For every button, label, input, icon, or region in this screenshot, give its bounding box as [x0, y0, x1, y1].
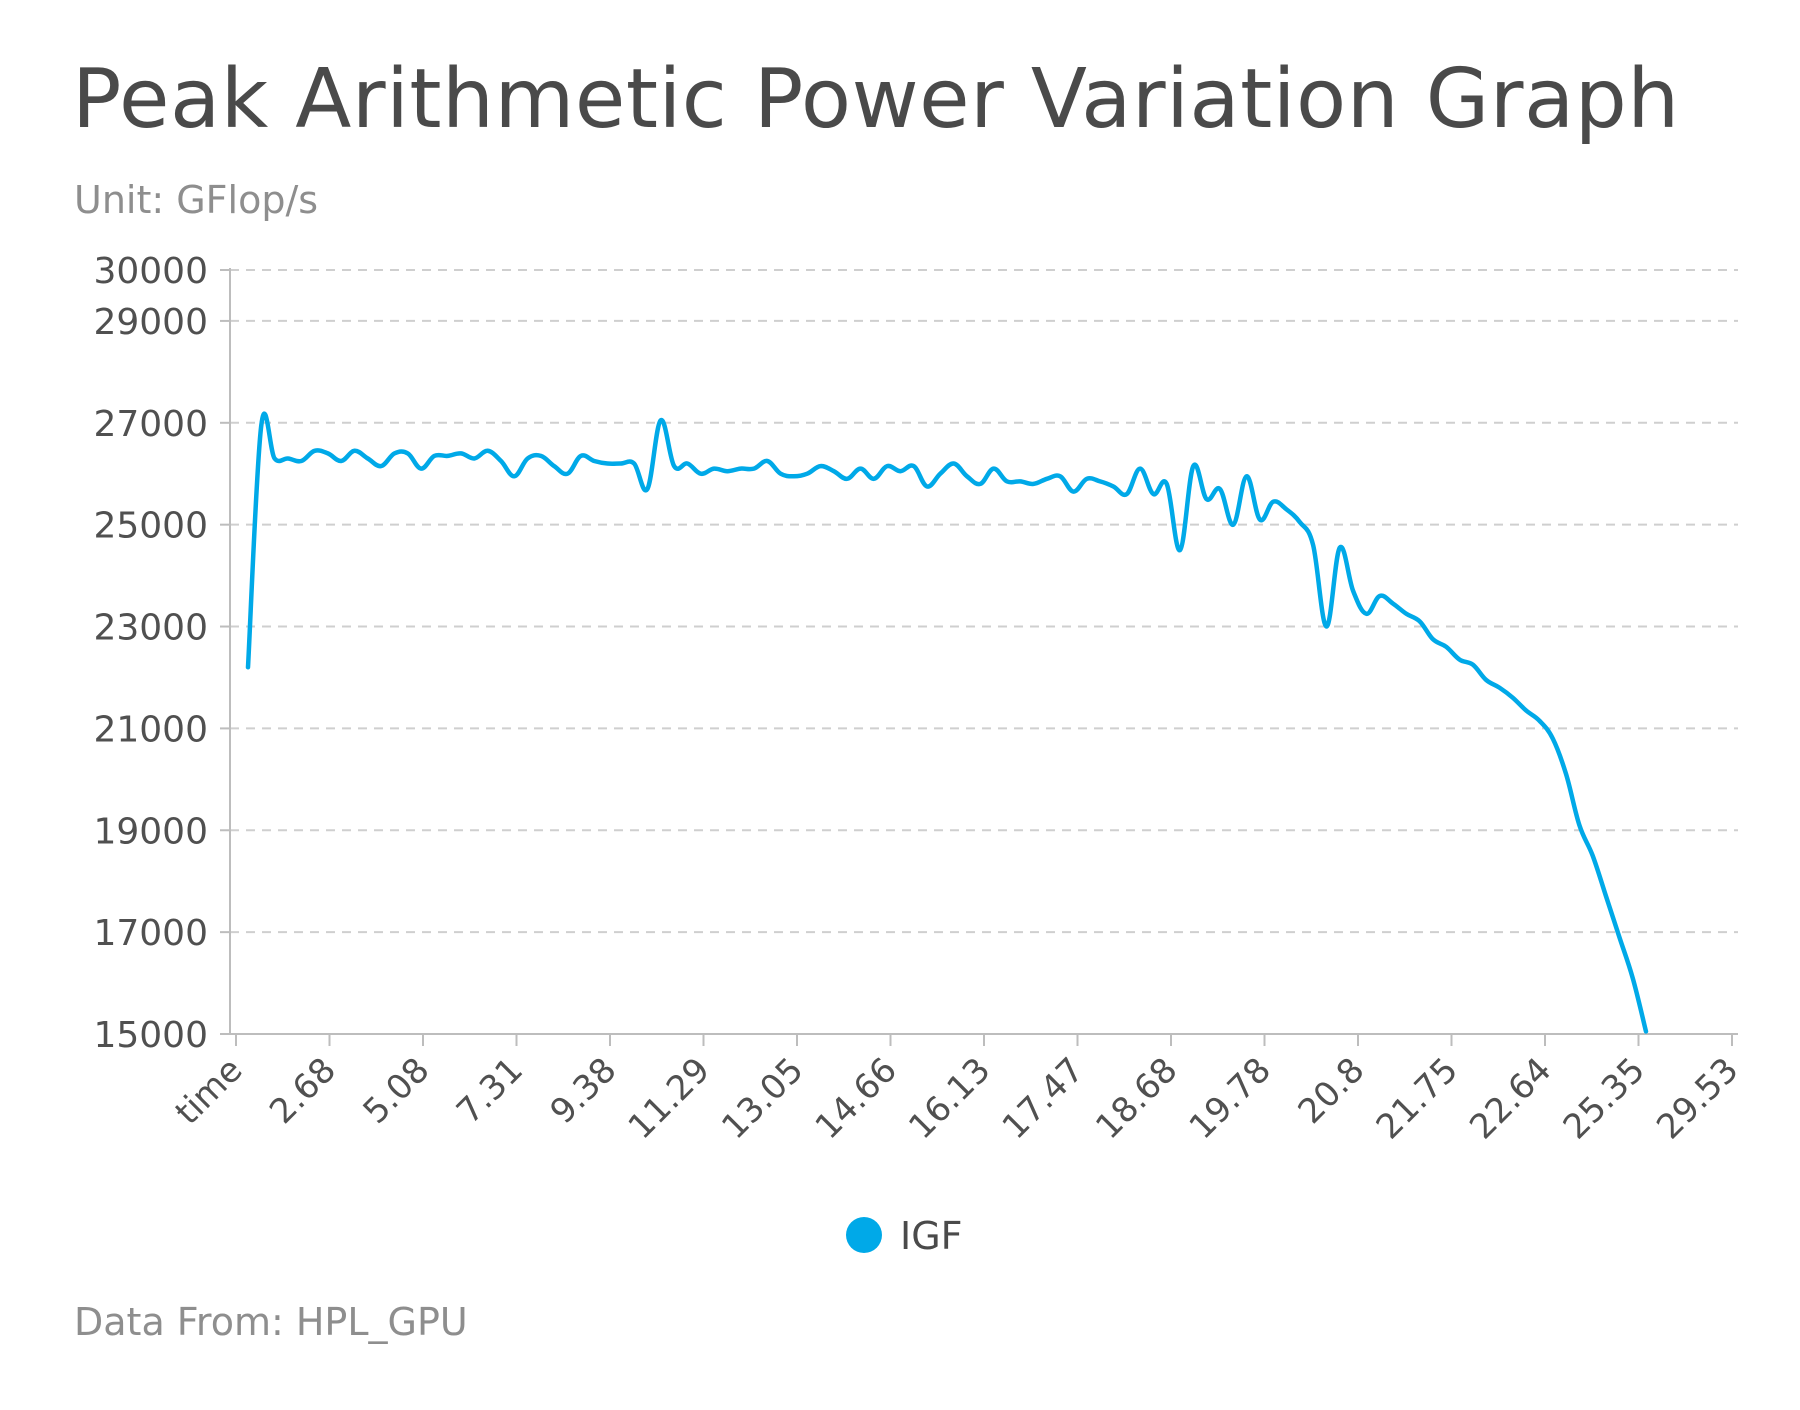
data-source-footer: Data From: HPL_GPU	[74, 1300, 468, 1344]
x-tick-label: 5.08	[356, 1050, 438, 1132]
x-tick-label: 13.05	[714, 1050, 811, 1147]
y-tick-label: 15000	[93, 1015, 208, 1056]
x-tick-label: 11.29	[621, 1050, 718, 1147]
x-axis-tick-labels: time 2.68 5.08 7.31 9.3811.2913.0514.6616.13…	[168, 1050, 1747, 1147]
y-tick-label: 27000	[93, 404, 208, 445]
x-tick-label: 14.66	[808, 1050, 905, 1147]
y-tick-label: 19000	[93, 811, 208, 852]
y-tick-label: 29000	[93, 302, 208, 343]
y-tick-label: 23000	[93, 608, 208, 649]
series-layer	[245, 411, 1649, 1034]
x-tick-label: 29.53	[1649, 1050, 1746, 1147]
y-tick-label: 21000	[93, 709, 208, 750]
legend-label-igf[interactable]: IGF	[900, 1214, 963, 1258]
x-tick-label: 16.13	[901, 1050, 998, 1147]
x-tick-label: time	[168, 1050, 251, 1133]
chart-title: Peak Arithmetic Power Variation Graph	[72, 52, 1680, 147]
x-tick-label: 22.64	[1462, 1050, 1559, 1147]
legend-marker-igf[interactable]	[846, 1217, 882, 1253]
legend[interactable]: IGF	[846, 1214, 963, 1258]
y-tick-label: 25000	[93, 506, 208, 547]
x-tick-label: 20.8	[1291, 1050, 1373, 1132]
x-tick-label: 19.78	[1182, 1050, 1279, 1147]
x-tick-label: 17.47	[995, 1050, 1092, 1147]
series-line-igf	[245, 411, 1649, 1034]
y-tick-label: 30000	[93, 251, 208, 292]
x-tick-label: 21.75	[1369, 1050, 1466, 1147]
x-tick-label: 2.68	[262, 1050, 344, 1132]
x-tick-label: 18.68	[1088, 1050, 1185, 1147]
y-axis-tick-labels: 15000 17000 19000 21000 23000 25000 27000 29000…	[93, 251, 208, 1056]
axes	[220, 268, 1738, 1046]
x-tick-label: 9.38	[543, 1050, 625, 1132]
y-tick-label: 17000	[93, 913, 208, 954]
chart-unit-subtitle: Unit: GFlop/s	[74, 178, 319, 222]
x-tick-label: 25.35	[1556, 1050, 1653, 1147]
grid-lines	[230, 269, 1738, 934]
x-tick-label: 7.31	[449, 1050, 531, 1132]
